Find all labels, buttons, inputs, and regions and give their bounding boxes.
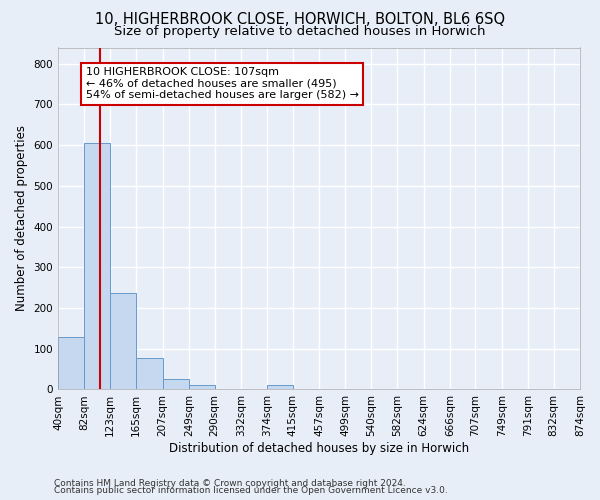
Bar (136, 358, 163, 390)
Text: Size of property relative to detached houses in Horwich: Size of property relative to detached ho… (114, 25, 486, 38)
Text: 10 HIGHERBROOK CLOSE: 107sqm
← 46% of detached houses are smaller (495)
54% of s: 10 HIGHERBROOK CLOSE: 107sqm ← 46% of de… (86, 67, 359, 100)
Text: Contains public sector information licensed under the Open Government Licence v3: Contains public sector information licen… (54, 486, 448, 495)
Y-axis label: Number of detached properties: Number of detached properties (15, 126, 28, 312)
Text: Contains HM Land Registry data © Crown copyright and database right 2024.: Contains HM Land Registry data © Crown c… (54, 478, 406, 488)
Bar (58, 336, 85, 390)
Bar (163, 380, 189, 390)
Bar (110, 293, 136, 390)
Bar (189, 386, 215, 390)
Bar (85, 143, 110, 390)
Bar (267, 386, 293, 390)
Text: 10, HIGHERBROOK CLOSE, HORWICH, BOLTON, BL6 6SQ: 10, HIGHERBROOK CLOSE, HORWICH, BOLTON, … (95, 12, 505, 28)
X-axis label: Distribution of detached houses by size in Horwich: Distribution of detached houses by size … (169, 442, 469, 455)
